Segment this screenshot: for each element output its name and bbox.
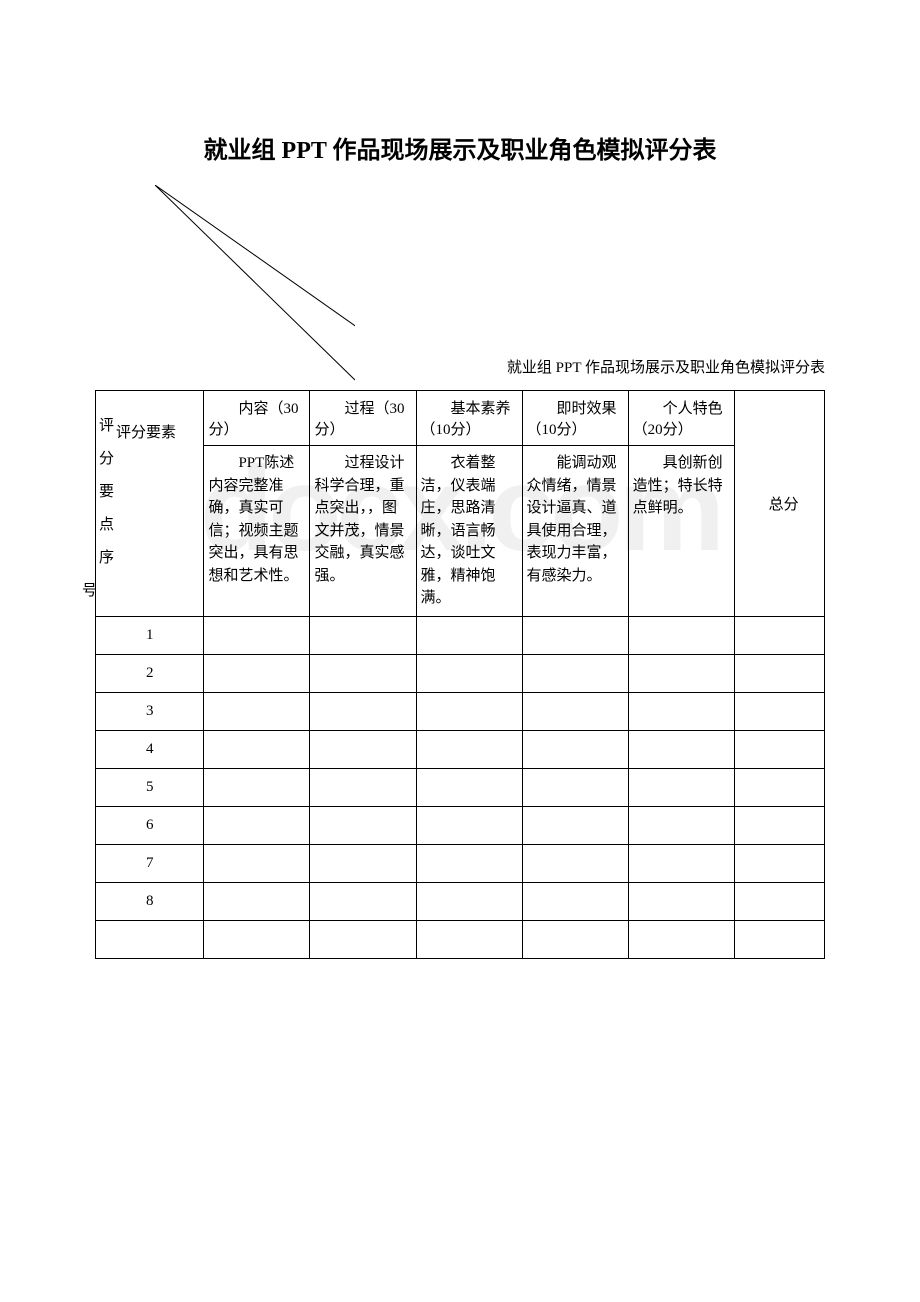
page-title: 就业组 PPT 作品现场展示及职业角色模拟评分表 [95,130,825,165]
table-row: 7 [96,844,825,882]
table-row: 3 [96,692,825,730]
scoring-table: 评分要素 评 分 要 点 序 号 内容（30分） 过程（30分） 基本素养（10… [95,390,825,959]
row-label-cell: 评分要素 评 分 要 点 序 号 [96,391,204,617]
score-cell [416,692,522,730]
scoring-element-label: 评分要素 [116,421,176,445]
table-row: 8 [96,882,825,920]
document-content: 就业组 PPT 作品现场展示及职业角色模拟评分表 就业组 PPT 作品现场展示及… [95,130,825,959]
score-cell [204,806,310,844]
score-cell [734,844,824,882]
score-cell [734,692,824,730]
row-number [96,920,204,958]
header-quality: 基本素养（10分） [416,391,522,446]
score-cell [522,882,628,920]
score-cell [522,654,628,692]
score-cell [628,768,734,806]
score-cell [522,806,628,844]
score-cell [628,692,734,730]
score-cell [310,768,416,806]
score-cell [522,730,628,768]
score-cell [310,844,416,882]
scoring-point-label: 评 分 要 点 序 号 [99,410,114,608]
row-number: 7 [96,844,204,882]
score-cell [628,806,734,844]
score-cell [522,616,628,654]
score-cell [628,882,734,920]
score-cell [522,920,628,958]
row-number: 3 [96,692,204,730]
score-cell [310,616,416,654]
score-cell [204,844,310,882]
row-number: 1 [96,616,204,654]
score-cell [522,844,628,882]
header-total: 总分 [734,391,824,617]
table-row: 1 [96,616,825,654]
score-cell [310,654,416,692]
score-cell [310,692,416,730]
table-row: 5 [96,768,825,806]
row-number: 4 [96,730,204,768]
score-cell [204,768,310,806]
score-cell [204,616,310,654]
criteria-content: PPT陈述内容完整准确，真实可信；视频主题突出，具有思想和艺术性。 [204,446,310,617]
table-row [96,920,825,958]
score-cell [204,920,310,958]
criteria-process: 过程设计科学合理，重点突出，，图文并茂，情景交融，真实感强。 [310,446,416,617]
row-number: 6 [96,806,204,844]
score-cell [416,768,522,806]
score-cell [734,920,824,958]
score-cell [416,730,522,768]
score-cell [734,768,824,806]
row-number: 8 [96,882,204,920]
diagonal-lines-container: 就业组 PPT 作品现场展示及职业角色模拟评分表 [95,185,825,385]
score-cell [628,654,734,692]
criteria-row: PPT陈述内容完整准确，真实可信；视频主题突出，具有思想和艺术性。 过程设计科学… [96,446,825,617]
score-cell [734,616,824,654]
score-cell [310,730,416,768]
score-cell [522,768,628,806]
score-cell [416,616,522,654]
header-row: 评分要素 评 分 要 点 序 号 内容（30分） 过程（30分） 基本素养（10… [96,391,825,446]
score-cell [416,882,522,920]
subtitle-text: 就业组 PPT 作品现场展示及职业角色模拟评分表 [507,356,825,377]
table-row: 4 [96,730,825,768]
score-cell [416,920,522,958]
header-personal: 个人特色（20分） [628,391,734,446]
criteria-personal: 具创新创造性；特长特点鲜明。 [628,446,734,617]
score-cell [628,920,734,958]
row-number: 5 [96,768,204,806]
score-cell [734,882,824,920]
score-cell [204,730,310,768]
table-row: 6 [96,806,825,844]
score-cell [734,654,824,692]
score-cell [734,806,824,844]
table-row: 2 [96,654,825,692]
criteria-quality: 衣着整洁，仪表端庄，思路清晰，语言畅达，谈吐文雅，精神饱满。 [416,446,522,617]
header-content: 内容（30分） [204,391,310,446]
score-cell [310,882,416,920]
criteria-effect: 能调动观众情绪，情景设计逼真、道具使用合理，表现力丰富，有感染力。 [522,446,628,617]
header-effect: 即时效果（10分） [522,391,628,446]
score-cell [522,692,628,730]
score-cell [416,806,522,844]
score-cell [310,920,416,958]
score-cell [416,654,522,692]
score-cell [628,616,734,654]
header-process: 过程（30分） [310,391,416,446]
score-cell [628,844,734,882]
score-cell [204,654,310,692]
score-cell [310,806,416,844]
row-number: 2 [96,654,204,692]
score-cell [734,730,824,768]
score-cell [204,882,310,920]
score-cell [628,730,734,768]
score-cell [204,692,310,730]
score-cell [416,844,522,882]
diagonal-lines-icon [155,185,355,385]
